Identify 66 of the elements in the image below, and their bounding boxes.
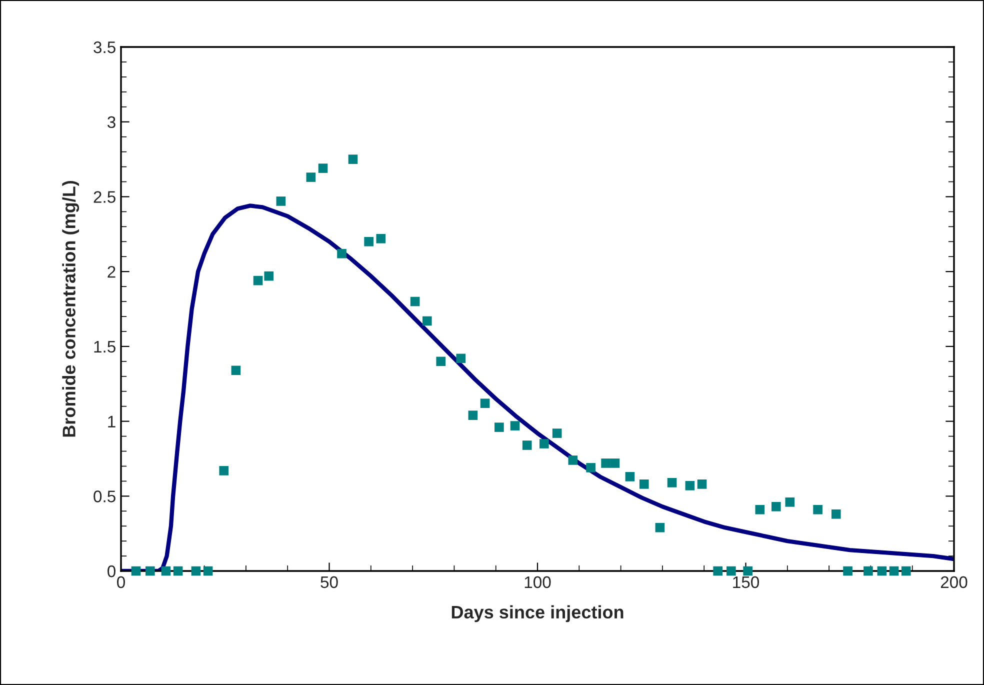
point <box>276 196 286 206</box>
point <box>253 276 263 286</box>
point <box>864 566 873 576</box>
point <box>494 422 504 432</box>
point <box>540 439 549 448</box>
point <box>173 566 183 576</box>
point <box>639 480 649 489</box>
point <box>306 172 316 182</box>
point <box>203 566 213 576</box>
point <box>468 410 478 420</box>
point <box>522 440 532 450</box>
point <box>376 234 386 244</box>
point <box>145 566 155 576</box>
y-tick-label: 1 <box>108 416 116 428</box>
point <box>785 497 795 507</box>
point <box>410 296 420 306</box>
point <box>901 566 911 576</box>
y-axis-title: Bromide concentration (mg/L) <box>62 180 80 437</box>
point <box>219 466 229 476</box>
point <box>552 428 562 438</box>
point <box>877 566 887 576</box>
y-tick-label: 0 <box>108 565 116 578</box>
point <box>510 421 520 430</box>
point <box>831 509 841 519</box>
point <box>771 502 781 512</box>
point <box>318 164 328 173</box>
x-tick-label: 200 <box>940 576 968 588</box>
x-axis-title: Days since injection <box>452 605 624 622</box>
y-tick-label: 2 <box>108 266 116 278</box>
y-tick-label: 0.5 <box>94 490 116 502</box>
x-tick-label: 100 <box>524 576 551 588</box>
point <box>456 354 466 364</box>
point <box>625 472 635 482</box>
y-tick-label: 3.5 <box>94 41 116 54</box>
point <box>131 566 141 576</box>
y-tick-label: 2.5 <box>94 191 116 203</box>
point <box>813 504 822 514</box>
point <box>697 480 707 489</box>
point <box>843 566 852 576</box>
point <box>422 316 432 326</box>
point <box>667 478 677 488</box>
point <box>436 356 446 366</box>
x-tick-label: 0 <box>117 576 125 588</box>
y-tick-label: 1.5 <box>94 341 116 353</box>
point <box>337 248 346 258</box>
point <box>231 366 241 376</box>
point <box>586 463 596 472</box>
point <box>264 271 274 281</box>
point <box>755 504 765 514</box>
point <box>743 566 752 576</box>
x-tick-label: 150 <box>733 576 760 588</box>
point <box>480 398 490 408</box>
point <box>364 236 374 246</box>
point <box>610 458 620 468</box>
point <box>726 566 736 576</box>
point <box>568 456 578 465</box>
point <box>889 566 899 576</box>
point <box>601 458 610 468</box>
point <box>685 481 695 490</box>
point <box>191 566 201 576</box>
y-tick-label: 3 <box>108 116 116 128</box>
point <box>161 566 171 576</box>
point <box>655 522 665 532</box>
point <box>348 154 358 164</box>
point <box>713 566 723 576</box>
x-tick-label: 50 <box>320 576 338 588</box>
